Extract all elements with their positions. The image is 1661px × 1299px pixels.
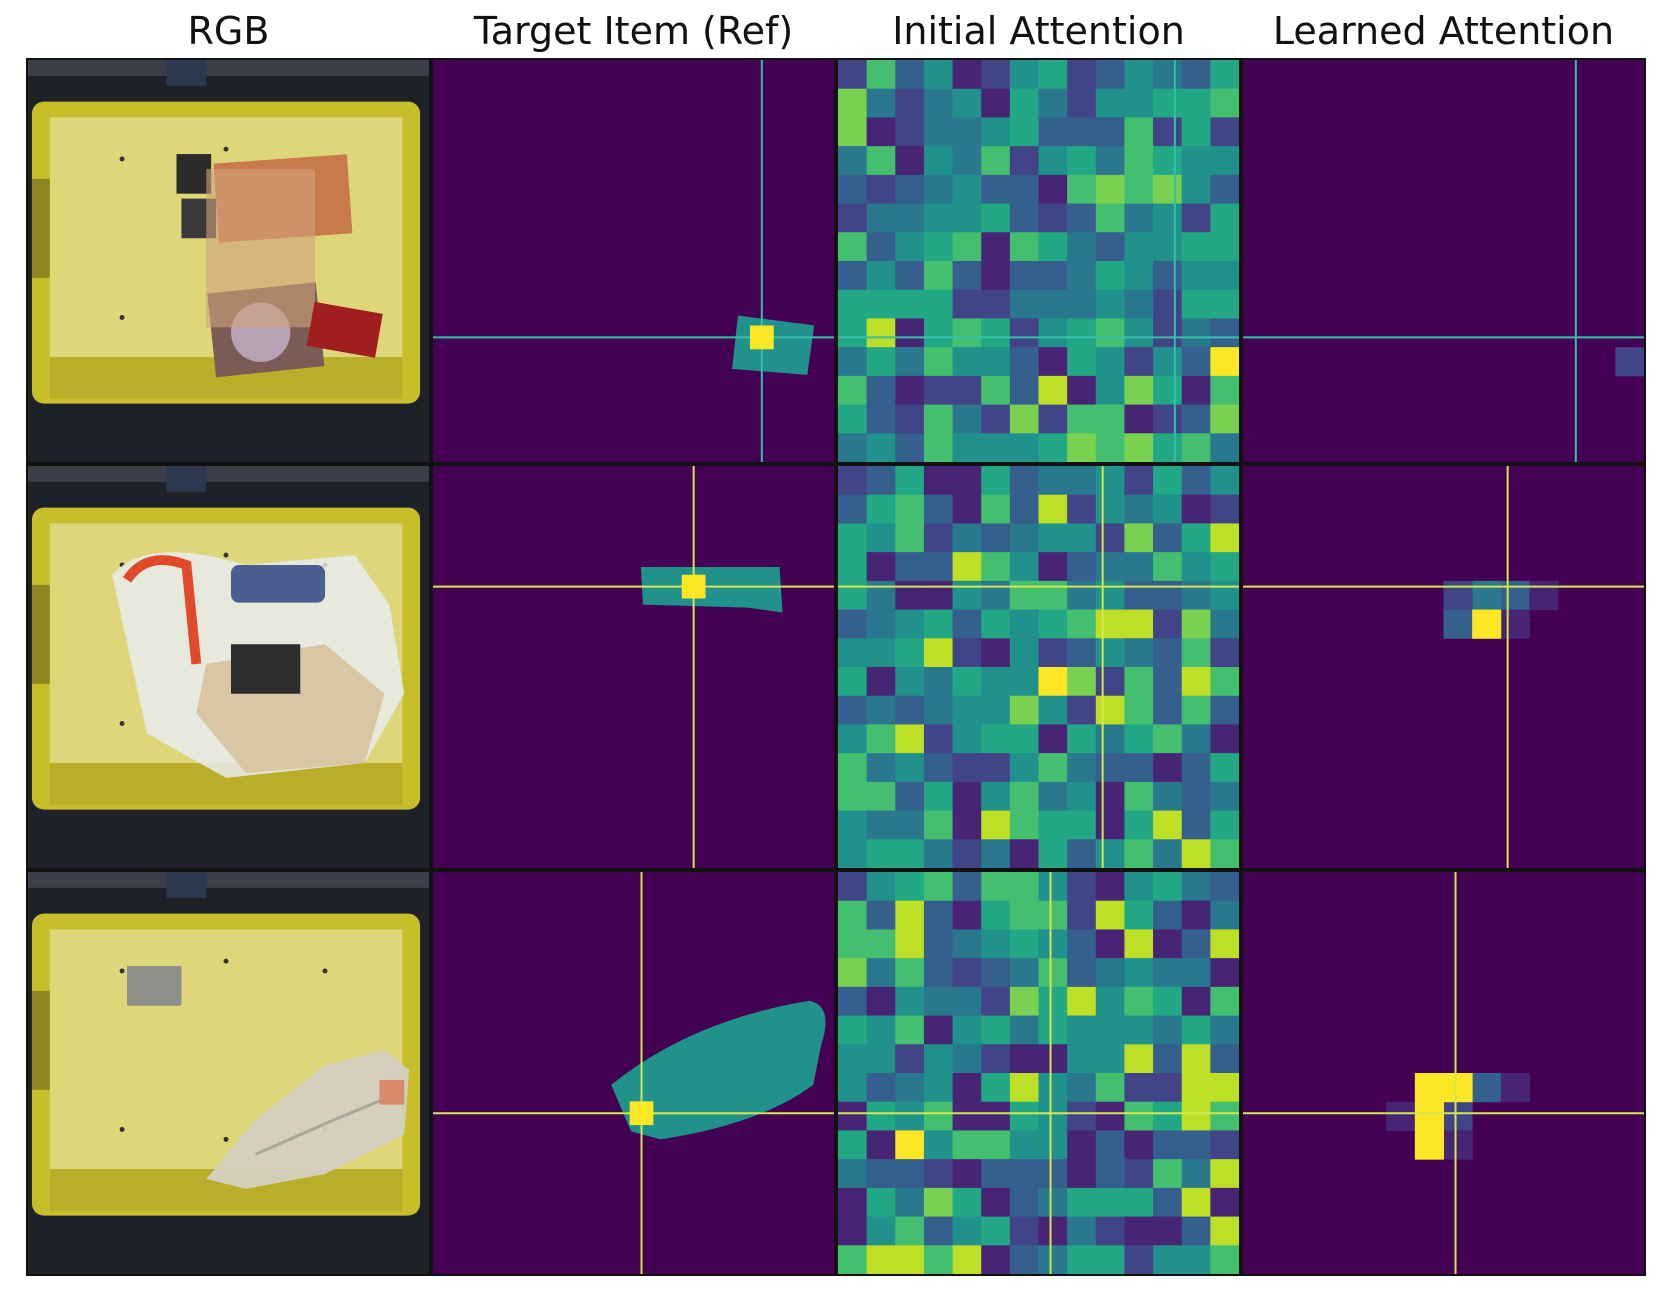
- panel-rgb-row-1: [26, 58, 431, 464]
- panel-learned-row-2: [1241, 464, 1646, 870]
- learned-crosshair: [1243, 60, 1644, 462]
- target-cell: [629, 1101, 654, 1126]
- panel-rgb-row-3: [26, 870, 431, 1276]
- tote-items: [127, 966, 410, 1189]
- panel-initial-row-1: [836, 58, 1241, 464]
- column-title-target-item: Target Item (Ref): [473, 9, 794, 53]
- target-mask: [611, 1000, 826, 1140]
- heatmap-background: [433, 60, 834, 462]
- panel-rgb-row-2: [26, 464, 431, 870]
- figure-grid: [26, 58, 1646, 1276]
- target-mask: [640, 566, 783, 613]
- panel-learned-row-3: [1241, 870, 1646, 1276]
- tote-items: [112, 552, 405, 778]
- column-title-initial-attention: Initial Attention: [892, 9, 1185, 53]
- attention-grid: [838, 872, 1239, 1274]
- column-title-rgb: RGB: [187, 9, 270, 53]
- target-cell: [681, 574, 706, 599]
- heatmap-background: [1243, 466, 1644, 868]
- attention-grid: [838, 60, 1239, 462]
- panel-learned-row-1: [1241, 58, 1646, 464]
- panel-target-row-2: [431, 464, 836, 870]
- tote-items: [176, 154, 383, 378]
- panel-initial-row-2: [836, 464, 1241, 870]
- learned-attention-cells: [1386, 1073, 1530, 1160]
- target-cell: [749, 325, 774, 350]
- learned-crosshair: [1243, 872, 1644, 1274]
- panel-initial-row-3: [836, 870, 1241, 1276]
- initial-crosshair: [838, 872, 1239, 1274]
- learned-crosshair: [1243, 466, 1644, 868]
- initial-crosshair: [838, 466, 1239, 868]
- panel-target-row-1: [431, 58, 836, 464]
- column-title-learned-attention: Learned Attention: [1272, 9, 1615, 53]
- attention-grid: [838, 466, 1239, 868]
- target-crosshair: [433, 466, 834, 868]
- initial-crosshair: [838, 60, 1239, 462]
- heatmap-background: [433, 466, 834, 868]
- heatmap-background: [1243, 60, 1644, 462]
- learned-attention-cells: [1615, 347, 1644, 377]
- panel-target-row-3: [431, 870, 836, 1276]
